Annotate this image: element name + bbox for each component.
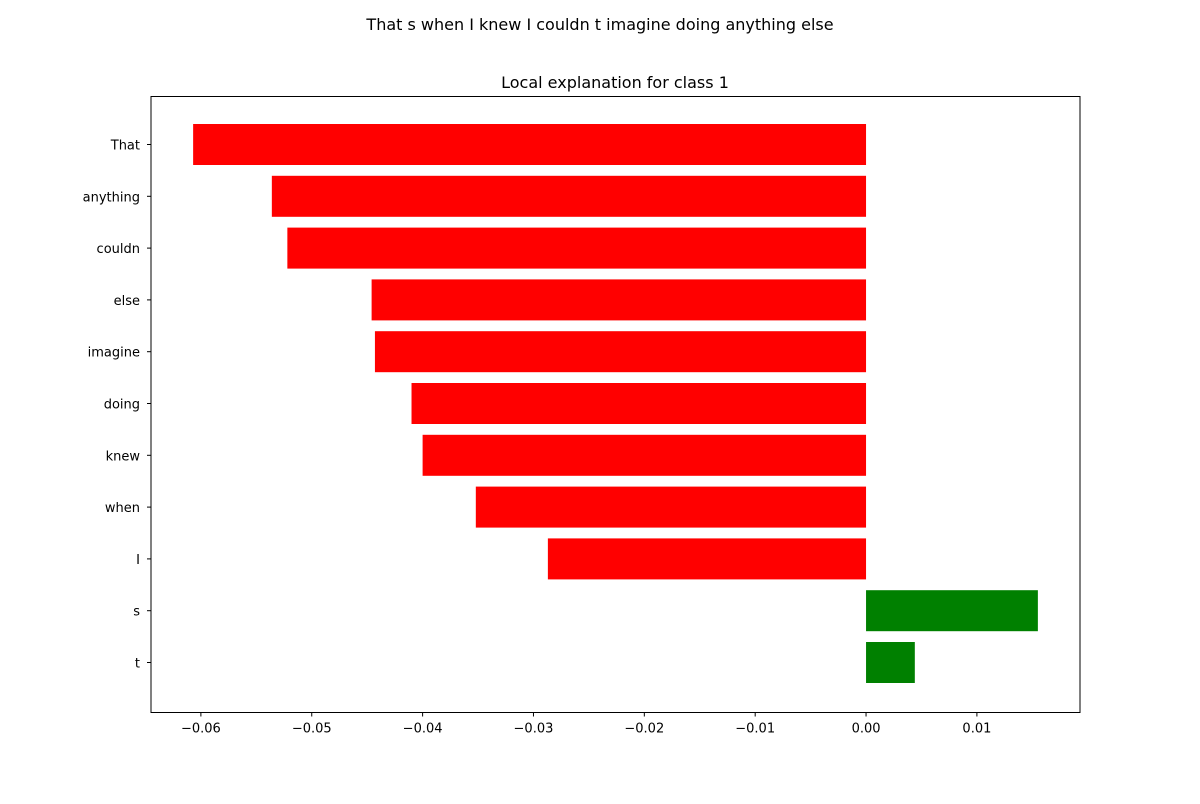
y-tick-label: else <box>114 294 140 309</box>
bar-t <box>866 642 915 683</box>
bar-couldn <box>287 227 867 269</box>
y-tick-label: That <box>110 139 140 154</box>
bar-s <box>866 590 1038 632</box>
bar-else <box>371 279 867 321</box>
bar-when <box>475 486 867 528</box>
y-tick-label: I <box>136 553 140 568</box>
x-axis: −0.06 −0.05 −0.04 −0.03 −0.02 −0.01 0.00 0.01 <box>181 712 991 737</box>
figure-suptitle: That s when I knew I couldn t imagine do… <box>365 15 833 34</box>
x-tick-label: −0.01 <box>735 722 775 737</box>
y-tick-label: doing <box>104 398 140 413</box>
x-tick-label: 0.00 <box>852 722 881 737</box>
bar-knew <box>422 434 867 476</box>
bar-doing <box>411 383 867 424</box>
y-tick-label: s <box>133 605 140 620</box>
bar-anything <box>271 175 867 217</box>
x-tick-label: −0.03 <box>514 722 554 737</box>
x-tick-label: −0.04 <box>403 722 443 737</box>
y-tick-label: couldn <box>97 242 140 257</box>
bar-imagine <box>374 331 867 373</box>
bar-I <box>547 538 867 580</box>
y-tick-label: t <box>135 657 140 672</box>
y-tick-label: imagine <box>88 346 140 361</box>
y-tick-label: knew <box>106 449 141 464</box>
x-tick-label: −0.06 <box>181 722 221 737</box>
y-axis: That anything couldn else imagine doing knew wh… <box>83 139 151 672</box>
x-tick-label: 0.01 <box>962 722 991 737</box>
bar-That <box>193 124 867 165</box>
plot-frame <box>150 96 1081 713</box>
y-tick-label: when <box>105 501 140 516</box>
y-tick-label: anything <box>83 190 140 205</box>
chart-title: Local explanation for class 1 <box>501 73 729 92</box>
x-tick-label: −0.02 <box>624 722 664 737</box>
bars-group <box>193 124 1038 683</box>
x-tick-label: −0.05 <box>292 722 332 737</box>
